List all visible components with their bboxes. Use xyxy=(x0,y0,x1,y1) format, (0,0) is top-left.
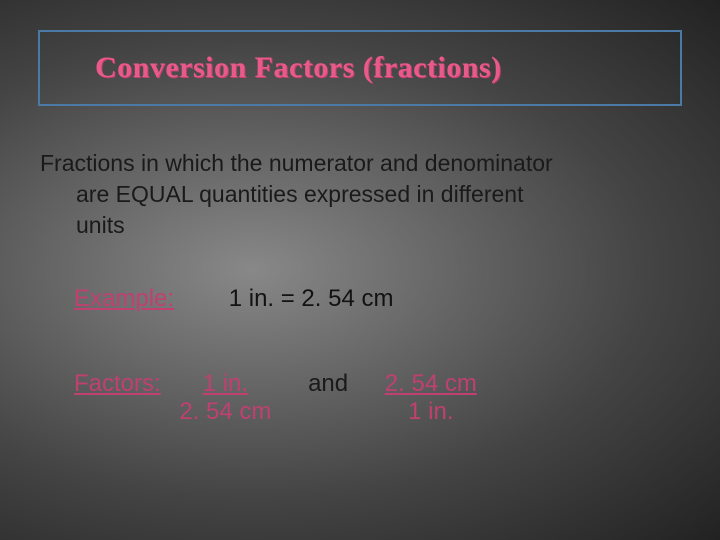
fraction-1: 1 in. 2. 54 cm xyxy=(175,370,275,426)
definition-text: Fractions in which the numerator and den… xyxy=(40,148,665,241)
fraction-2-denominator: 1 in. xyxy=(381,398,481,426)
factors-section: Factors: 1 in. 2. 54 cm and 2. 54 cm 1 i… xyxy=(74,370,489,426)
definition-line2: are EQUAL quantities expressed in differ… xyxy=(40,179,665,210)
fraction-2: 2. 54 cm 1 in. xyxy=(381,370,481,426)
fraction-1-numerator: 1 in. xyxy=(175,370,275,398)
example-label: Example: xyxy=(74,285,174,312)
title-box: Conversion Factors (fractions) xyxy=(38,30,682,106)
slide-title: Conversion Factors (fractions) xyxy=(95,51,502,85)
fraction-1-denominator: 2. 54 cm xyxy=(175,398,275,426)
example-row: Example: 1 in. = 2. 54 cm xyxy=(74,285,393,313)
and-connector: and xyxy=(308,370,348,398)
factors-label: Factors: xyxy=(74,370,161,397)
definition-line1: Fractions in which the numerator and den… xyxy=(40,150,553,176)
fraction-2-numerator: 2. 54 cm xyxy=(381,370,481,398)
definition-line3: units xyxy=(40,210,665,241)
example-value: 1 in. = 2. 54 cm xyxy=(229,285,394,312)
